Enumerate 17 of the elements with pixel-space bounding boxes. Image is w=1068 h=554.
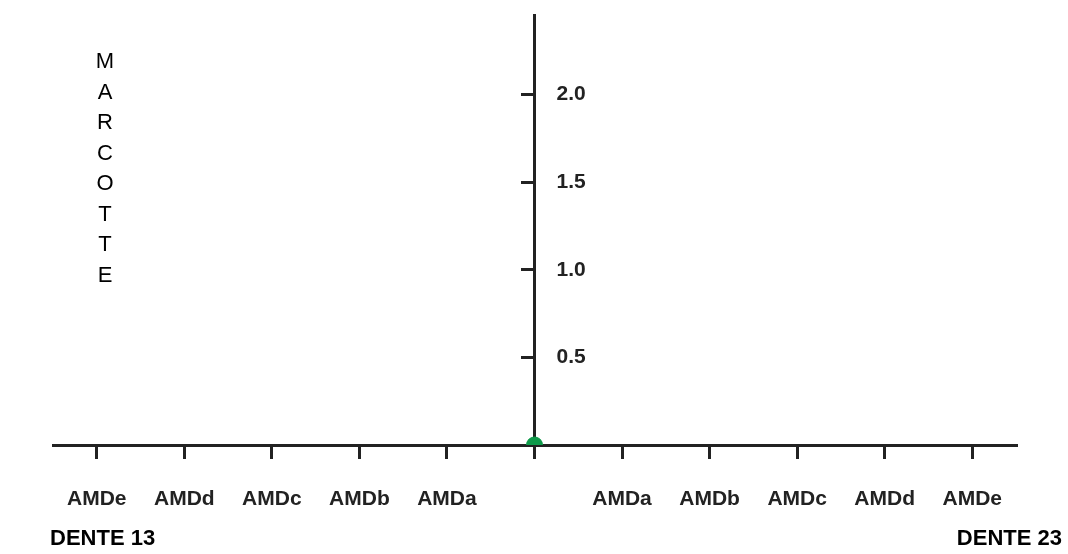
x-tick-label: AMDe — [942, 486, 1002, 510]
y-tick-label: 1.5 — [556, 168, 587, 192]
y-axis-title: MARCOTTE — [95, 48, 115, 287]
x-tick-label: AMDc — [242, 486, 302, 510]
x-tick-label: AMDd — [153, 486, 215, 510]
y-tick-label: 1.0 — [556, 256, 586, 280]
x-tick-label: AMDc — [767, 486, 828, 510]
y-tick-label: 0.5 — [556, 344, 587, 368]
x-tick-label: AMDb — [329, 486, 390, 510]
x-tick-label: AMDb — [679, 486, 740, 510]
text: DENTE 13 — [50, 525, 156, 551]
x-tick-label: AMDa — [592, 486, 653, 510]
y-tick-label: 2.0 — [556, 81, 586, 105]
x-tick-label: AMDa — [417, 486, 478, 510]
x-tick-label: AMDe — [67, 486, 127, 510]
x-tick-label: AMDd — [854, 486, 916, 510]
text: DENTE 23 — [956, 525, 1062, 551]
